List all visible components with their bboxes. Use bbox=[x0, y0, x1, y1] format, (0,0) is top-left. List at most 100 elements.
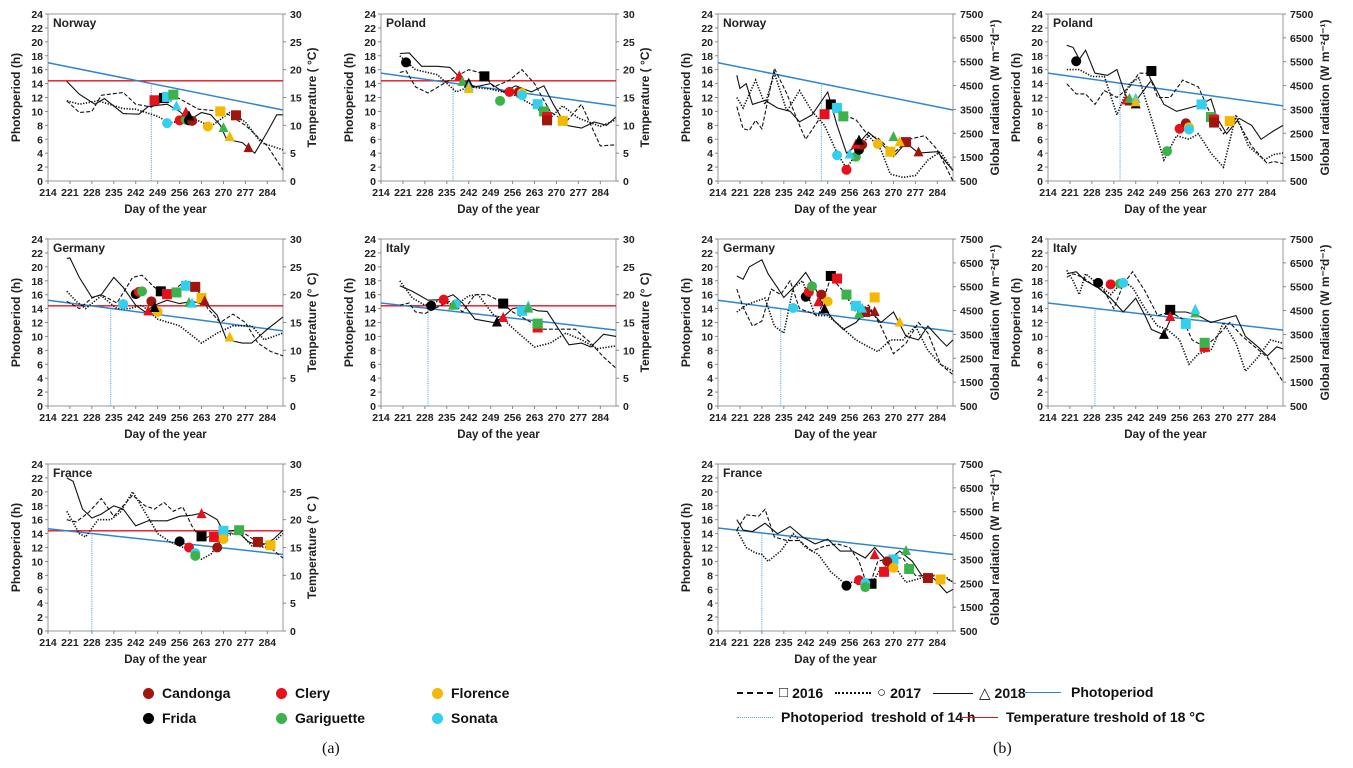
panel-title: Poland bbox=[1053, 16, 1093, 30]
legend-label: Photoperiod bbox=[1071, 684, 1154, 700]
marker-sonata-2016 bbox=[218, 525, 229, 536]
y-tick-label: 12 bbox=[1031, 318, 1043, 330]
y-tick-label: 14 bbox=[1031, 304, 1043, 316]
y2-tick-label: 2500 bbox=[1290, 128, 1314, 140]
marker-gariguette-2016 bbox=[538, 106, 549, 117]
y2-tick-label: 15 bbox=[623, 318, 635, 330]
y-tick-label: 16 bbox=[364, 290, 376, 302]
series-line-2017 bbox=[736, 529, 954, 591]
x-tick-label: 242 bbox=[127, 637, 145, 649]
y-tick-label: 14 bbox=[701, 79, 713, 91]
y-tick-label: 10 bbox=[364, 331, 376, 343]
y-tick-label: 22 bbox=[31, 473, 43, 485]
y-tick-label: 14 bbox=[31, 304, 43, 316]
panel-title: Italy bbox=[1053, 241, 1077, 255]
x-tick-label: 214 bbox=[709, 412, 727, 424]
marker-frida-2018 bbox=[854, 134, 864, 145]
x-tick-label: 263 bbox=[193, 187, 211, 199]
x-tick-label: 249 bbox=[1149, 412, 1167, 424]
y-tick-label: 6 bbox=[707, 134, 713, 146]
plot-frame bbox=[1047, 238, 1284, 407]
x-tick-label: 284 bbox=[1259, 412, 1277, 424]
marker-candonga-2017 bbox=[882, 556, 893, 567]
panel-title: Germany bbox=[53, 241, 105, 255]
y-tick-label: 8 bbox=[707, 120, 713, 132]
marker-clery-2017 bbox=[841, 164, 852, 175]
marker-gariguette-2016 bbox=[532, 318, 543, 329]
y-axis-title: Photoperiod (h) bbox=[679, 278, 693, 367]
marker-clery-2018 bbox=[869, 549, 880, 560]
x-tick-label: 270 bbox=[215, 637, 233, 649]
marker-sonata-2017 bbox=[1184, 124, 1194, 135]
x-tick-label: 270 bbox=[215, 412, 233, 424]
legend-label: Candonga bbox=[162, 685, 231, 701]
y-tick-label: 22 bbox=[31, 23, 43, 35]
legend-label: 2018 bbox=[994, 685, 1026, 701]
y-tick-label: 24 bbox=[701, 459, 713, 471]
y2-tick-label: 2500 bbox=[960, 128, 984, 140]
y2-tick-label: 500 bbox=[960, 401, 978, 413]
panel-a-germany: 214 221 228 235 242 249 256 263 270 277 2840246810… bbox=[9, 234, 319, 441]
series-line-2016 bbox=[1066, 72, 1284, 165]
y2-tick-label: 5500 bbox=[1290, 57, 1314, 69]
x-tick-label: 221 bbox=[1061, 412, 1079, 424]
legend-label: Sonata bbox=[451, 710, 498, 726]
y-tick-label: 4 bbox=[1037, 148, 1043, 160]
y-tick-label: 8 bbox=[707, 570, 713, 582]
marker-gariguette-2018 bbox=[448, 299, 459, 310]
marker-candonga-2018 bbox=[199, 295, 210, 306]
y-tick-label: 2 bbox=[37, 612, 43, 624]
caption-b: (b) bbox=[993, 740, 1012, 757]
x-tick-label: 249 bbox=[482, 412, 500, 424]
series-line-2017 bbox=[66, 290, 284, 345]
legend-label: Photoperiod treshold of 14 h bbox=[781, 709, 976, 725]
marker-gariguette-2016 bbox=[904, 563, 915, 574]
y-tick-label: 4 bbox=[37, 598, 43, 610]
marker-frida-2016 bbox=[1146, 66, 1157, 77]
photoperiod-line bbox=[717, 299, 954, 333]
series-line-2017 bbox=[66, 99, 284, 151]
legend-item-sonata: Sonata bbox=[432, 710, 498, 726]
y-axis-title: Photoperiod (h) bbox=[9, 53, 23, 142]
y-tick-label: 10 bbox=[31, 331, 43, 343]
x-tick-label: 263 bbox=[863, 412, 881, 424]
y-tick-label: 12 bbox=[701, 543, 713, 555]
plot-frame bbox=[717, 463, 954, 632]
x-tick-label: 277 bbox=[237, 412, 255, 424]
x-axis-title: Day of the year bbox=[457, 204, 540, 216]
marker-florence-2018 bbox=[894, 136, 905, 147]
y-tick-label: 14 bbox=[364, 304, 376, 316]
y-tick-label: 20 bbox=[31, 37, 43, 49]
x-tick-label: 277 bbox=[1237, 187, 1255, 199]
x-tick-label: 235 bbox=[105, 187, 123, 199]
x-tick-label: 249 bbox=[149, 412, 167, 424]
marker-gariguette-2018 bbox=[218, 122, 229, 133]
x-tick-label: 277 bbox=[1237, 412, 1255, 424]
y2-tick-label: 5 bbox=[290, 598, 296, 610]
y-tick-label: 2 bbox=[1037, 162, 1043, 174]
x-tick-label: 214 bbox=[372, 412, 390, 424]
photoperiod-line bbox=[1047, 302, 1284, 331]
y2-tick-label: 6500 bbox=[960, 258, 984, 270]
frida-marker-icon bbox=[143, 712, 154, 724]
y-tick-label: 6 bbox=[707, 584, 713, 596]
photoperiod-line bbox=[47, 61, 284, 111]
marker-candonga-2016 bbox=[542, 115, 553, 126]
marker-sonata-2016 bbox=[1180, 318, 1191, 329]
y2-tick-label: 20 bbox=[623, 65, 635, 77]
y-tick-label: 10 bbox=[701, 106, 713, 118]
marker-frida-2016 bbox=[866, 578, 877, 589]
marker-sonata-2018 bbox=[857, 302, 868, 313]
marker-candonga-2016 bbox=[901, 137, 911, 148]
x-tick-label: 263 bbox=[193, 637, 211, 649]
x-tick-label: 214 bbox=[1039, 412, 1057, 424]
y2-tick-label: 0 bbox=[290, 401, 296, 413]
y-tick-label: 20 bbox=[31, 262, 43, 274]
x-tick-label: 256 bbox=[841, 187, 859, 199]
y2-tick-label: 3500 bbox=[1290, 104, 1314, 116]
x-tick-label: 270 bbox=[885, 187, 903, 199]
x-tick-label: 221 bbox=[1061, 187, 1079, 199]
marker-florence-2018 bbox=[463, 83, 474, 94]
y-tick-label: 24 bbox=[1031, 234, 1043, 246]
marker-sonata-2016 bbox=[888, 554, 899, 565]
